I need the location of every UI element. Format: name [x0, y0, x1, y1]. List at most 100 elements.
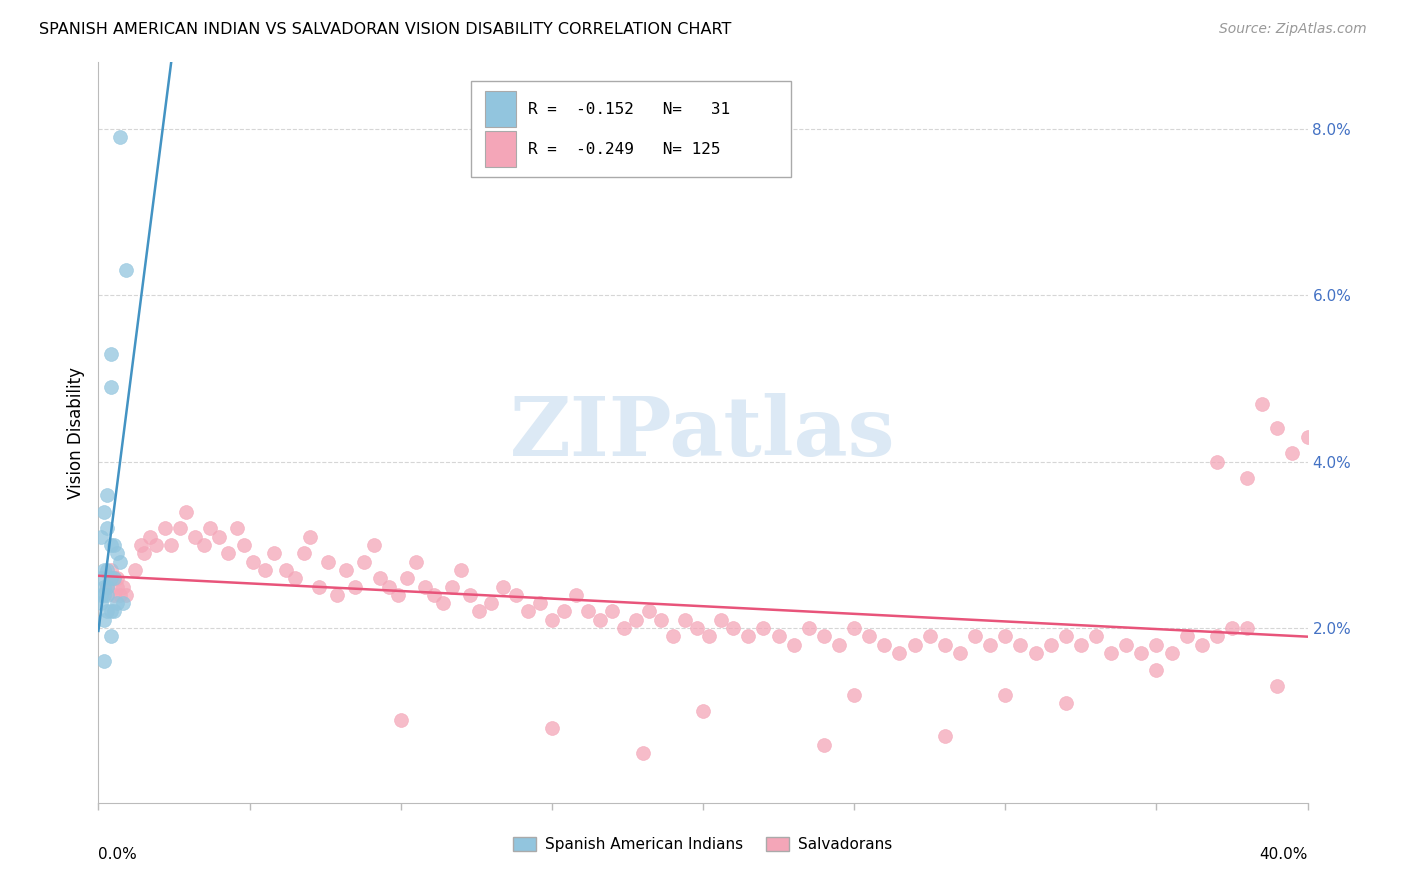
Point — [565, 588, 588, 602]
Point — [145, 538, 167, 552]
Legend: Spanish American Indians, Salvadorans: Spanish American Indians, Salvadorans — [508, 830, 898, 858]
Point — [432, 596, 454, 610]
Point — [263, 546, 285, 560]
Point — [423, 588, 446, 602]
Point — [1220, 621, 1243, 635]
Point — [828, 638, 851, 652]
Point — [93, 588, 115, 602]
Point — [710, 613, 733, 627]
Text: 40.0%: 40.0% — [1260, 847, 1308, 863]
Point — [292, 546, 315, 560]
Text: ZIPatlas: ZIPatlas — [510, 392, 896, 473]
Point — [389, 713, 412, 727]
Point — [692, 704, 714, 718]
Point — [844, 688, 866, 702]
Point — [335, 563, 357, 577]
Point — [844, 621, 866, 635]
Point — [105, 571, 128, 585]
Point — [813, 629, 835, 643]
Point — [103, 538, 125, 552]
Point — [631, 746, 654, 760]
Point — [1144, 663, 1167, 677]
Point — [1206, 455, 1229, 469]
Point — [949, 646, 972, 660]
Point — [308, 580, 330, 594]
Text: 0.0%: 0.0% — [98, 847, 138, 863]
Point — [697, 629, 720, 643]
Text: Source: ZipAtlas.com: Source: ZipAtlas.com — [1219, 22, 1367, 37]
Point — [96, 605, 118, 619]
Point — [103, 571, 125, 585]
Point — [90, 596, 112, 610]
Point — [96, 588, 118, 602]
Point — [979, 638, 1001, 652]
Point — [105, 596, 128, 610]
Point — [174, 505, 197, 519]
Point — [103, 588, 125, 602]
Point — [111, 596, 134, 610]
Point — [90, 530, 112, 544]
Point — [918, 629, 941, 643]
Point — [93, 613, 115, 627]
Point — [100, 629, 122, 643]
Point — [96, 563, 118, 577]
Point — [934, 638, 956, 652]
Point — [768, 629, 790, 643]
Point — [1130, 646, 1153, 660]
Point — [1099, 646, 1122, 660]
Point — [492, 580, 515, 594]
Point — [108, 555, 131, 569]
Point — [1281, 446, 1303, 460]
Point — [103, 571, 125, 585]
Point — [93, 505, 115, 519]
Point — [100, 563, 122, 577]
Point — [253, 563, 276, 577]
Point — [284, 571, 307, 585]
Point — [100, 605, 122, 619]
Point — [387, 588, 409, 602]
Point — [858, 629, 880, 643]
Point — [505, 588, 527, 602]
Point — [193, 538, 215, 552]
Point — [934, 729, 956, 743]
Point — [723, 621, 745, 635]
Point — [661, 629, 683, 643]
Point — [540, 613, 562, 627]
Point — [326, 588, 349, 602]
Point — [673, 613, 696, 627]
Point — [994, 688, 1017, 702]
Point — [132, 546, 155, 560]
Point — [1191, 638, 1213, 652]
Point — [873, 638, 896, 652]
Point — [1115, 638, 1137, 652]
Point — [1160, 646, 1182, 660]
Point — [93, 580, 115, 594]
Point — [1024, 646, 1046, 660]
Point — [752, 621, 775, 635]
Point — [96, 580, 118, 594]
Point — [363, 538, 385, 552]
Point — [242, 555, 264, 569]
Point — [368, 571, 391, 585]
Point — [299, 530, 322, 544]
Point — [96, 580, 118, 594]
Point — [93, 654, 115, 668]
FancyBboxPatch shape — [485, 131, 516, 167]
Point — [481, 596, 503, 610]
Point — [529, 596, 551, 610]
Point — [1085, 629, 1108, 643]
Point — [200, 521, 222, 535]
Point — [169, 521, 191, 535]
Point — [105, 580, 128, 594]
Point — [100, 380, 122, 394]
Point — [217, 546, 239, 560]
Point — [96, 580, 118, 594]
Point — [274, 563, 297, 577]
Point — [96, 488, 118, 502]
Point — [637, 605, 659, 619]
Point — [100, 346, 122, 360]
Point — [1039, 638, 1062, 652]
Point — [129, 538, 152, 552]
Point — [589, 613, 612, 627]
Point — [613, 621, 636, 635]
